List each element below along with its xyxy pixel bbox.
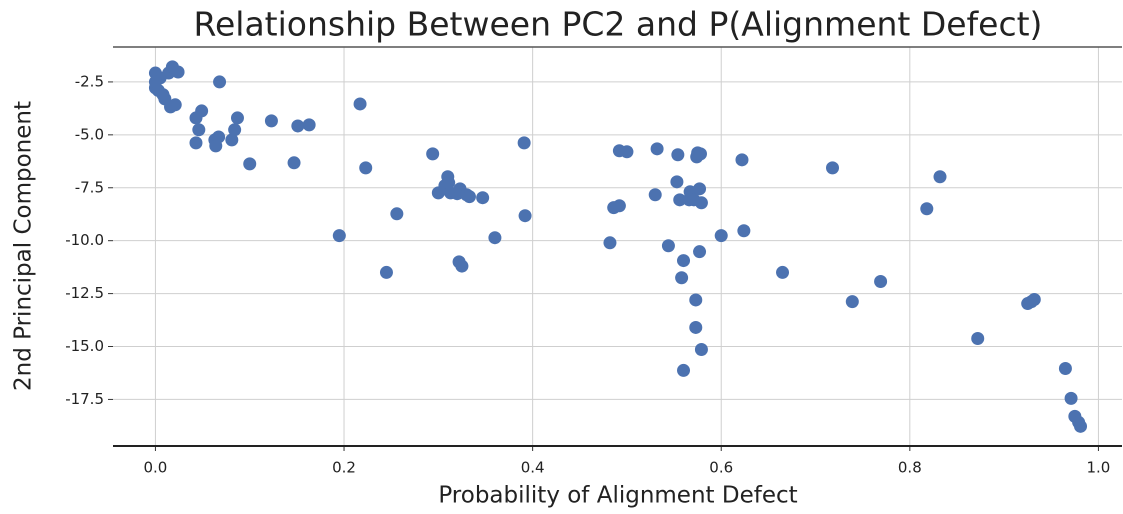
y-tick-label: -2.5 [75,72,104,90]
x-tick-label: 0.8 [898,459,922,477]
y-tick-label: -5.0 [75,125,104,143]
point [620,145,634,159]
point [476,191,490,205]
point [650,142,664,156]
point [228,123,242,137]
point [1074,419,1088,433]
point [971,331,985,345]
point [689,320,703,334]
point [488,231,502,245]
y-tick-label: -7.5 [75,178,104,196]
point [390,207,404,221]
point [693,147,707,161]
point [442,176,456,190]
point [225,133,239,147]
point [287,156,301,170]
point [677,363,691,377]
y-tick-label: -17.5 [65,390,104,408]
point [1064,391,1078,405]
point [920,202,934,216]
point [158,92,172,106]
point [826,161,840,175]
point [517,136,531,150]
point [243,157,257,171]
point [332,229,346,243]
point [776,265,790,279]
point [693,245,707,259]
y-tick-label: -10.0 [65,231,104,249]
y-tick-label: -12.5 [65,284,104,302]
x-tick-label: 0.6 [709,459,733,477]
chart-title: Relationship Between PC2 and P(Alignment… [194,5,1043,44]
point [359,161,373,175]
point [291,119,305,133]
point [677,254,691,268]
point [694,342,708,356]
point [671,148,685,162]
point [518,209,532,223]
point [264,114,278,128]
point [735,153,749,167]
point [693,182,707,196]
point [694,196,708,210]
point [737,224,751,238]
point [379,265,393,279]
point [192,123,206,137]
point [230,111,244,125]
point [673,193,687,207]
point [714,229,728,243]
point [661,239,675,253]
x-tick-label: 0.2 [332,459,356,477]
point [353,97,367,111]
point [689,293,703,307]
point [1024,295,1038,309]
point [670,175,684,189]
point [455,259,469,273]
point [612,199,626,213]
point [462,190,476,204]
y-axis-label: 2nd Principal Component [11,101,37,391]
point [603,236,617,250]
point [1058,362,1072,376]
point [195,104,209,118]
point [212,130,226,144]
point [171,65,185,79]
point [168,98,182,112]
x-axis-label: Probability of Alignment Defect [438,483,797,509]
x-tick-label: 0.4 [521,459,545,477]
point [845,295,859,309]
x-tick-label: 1.0 [1086,459,1110,477]
point [675,271,689,285]
y-tick-label: -15.0 [65,337,104,355]
point [302,118,316,132]
point [213,75,227,89]
point [426,147,440,161]
point [189,136,203,150]
point [874,275,888,289]
point [648,188,662,202]
x-tick-label: 0.0 [144,459,168,477]
point [933,170,947,184]
